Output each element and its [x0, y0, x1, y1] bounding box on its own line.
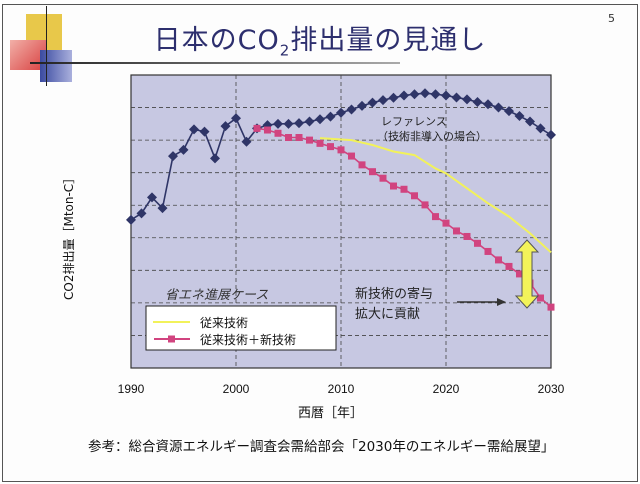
reference-point	[420, 88, 430, 99]
new-tech-point	[274, 129, 282, 137]
new-tech-point	[484, 247, 492, 255]
new-tech-point	[327, 143, 334, 151]
x-tick-label: 2020	[433, 382, 460, 396]
new-tech-point	[453, 227, 460, 235]
decoration-blue-square	[40, 50, 72, 82]
title-rule	[30, 62, 400, 64]
series-line-1	[319, 137, 552, 254]
new-tech-point	[358, 161, 366, 169]
new-tech-point	[495, 256, 502, 264]
new-tech-point	[348, 152, 355, 160]
new-tech-point	[505, 262, 513, 270]
reference-point	[504, 106, 514, 117]
new-tech-point	[516, 270, 523, 278]
new-tech-point	[253, 124, 261, 132]
reference-point	[378, 95, 388, 106]
page-number: 5	[608, 12, 615, 25]
reference-point	[430, 89, 441, 100]
new-tech-point	[379, 174, 387, 182]
new-tech-point	[463, 232, 471, 240]
reference-point	[283, 118, 294, 129]
contribution-label-2: 拡大に貢献	[355, 307, 421, 322]
new-tech-point	[400, 185, 408, 193]
reference-point	[493, 102, 504, 113]
reference-point	[399, 90, 409, 101]
page-title: 日本のCO2排出量の見通し	[153, 25, 487, 60]
new-tech-point	[264, 126, 271, 134]
reference-point	[178, 144, 189, 155]
reference-point	[514, 111, 525, 122]
double-arrow-icon	[514, 239, 540, 309]
x-tick-label: 1990	[118, 382, 145, 396]
new-tech-point	[421, 201, 429, 209]
reference-label-1: レファレンス	[381, 115, 447, 128]
reference-point	[525, 116, 535, 127]
contribution-label-1: 新技術の寄与	[355, 287, 434, 302]
reference-point	[210, 153, 220, 164]
new-tech-point	[295, 134, 303, 142]
reference-point	[367, 97, 378, 108]
reference-point	[147, 192, 157, 203]
reference-point	[546, 129, 556, 140]
reference-point	[294, 118, 304, 129]
new-tech-point	[432, 213, 439, 221]
new-tech-point	[390, 182, 397, 190]
new-tech-point	[442, 219, 450, 227]
reference-point	[346, 104, 357, 115]
reference-point	[451, 92, 462, 103]
new-tech-point	[316, 139, 324, 147]
new-tech-point	[474, 239, 481, 247]
legend-label: 従来技術＋新技術	[200, 332, 296, 347]
reference-point	[136, 208, 147, 219]
reference-point	[535, 123, 546, 134]
reference-point	[357, 100, 367, 111]
case-label: 省エネ進展ケース	[165, 288, 269, 303]
new-tech-point	[285, 134, 292, 142]
x-tick-label: 2010	[328, 382, 355, 396]
reference-label-2: （技術非導入の場合）	[377, 130, 487, 143]
reference-point	[315, 114, 325, 125]
reference-point	[157, 203, 168, 214]
new-tech-point	[306, 136, 313, 144]
reference-point	[336, 107, 346, 118]
new-tech-point	[547, 303, 555, 311]
legend-label: 従来技術	[200, 316, 248, 330]
reference-point	[409, 89, 420, 100]
x-tick-label: 2030	[538, 382, 565, 396]
new-tech-point	[337, 146, 345, 154]
reference-point	[483, 99, 493, 110]
y-axis-label: CO2排出量［Mton-C］	[62, 171, 76, 300]
x-axis-label: 西暦［年］	[298, 406, 364, 421]
reference-point	[189, 124, 199, 135]
legend-box	[145, 305, 337, 351]
reference-point	[168, 151, 178, 162]
new-tech-point	[411, 192, 418, 200]
x-tick-label: 2000	[223, 382, 250, 396]
decoration-vertical-line	[46, 6, 47, 86]
source-footnote: 参考：総合資源エネルギー調査会需給部会「2030年のエネルギー需給展望」	[88, 439, 555, 455]
reference-point	[325, 111, 336, 122]
new-tech-point	[369, 168, 376, 176]
reference-point	[304, 116, 315, 127]
legend-marker-new-tech	[168, 335, 175, 343]
reference-point	[199, 126, 210, 137]
reference-point	[126, 214, 136, 225]
reference-point	[273, 118, 283, 129]
reference-point	[388, 92, 399, 103]
reference-point	[472, 97, 483, 108]
reference-point	[231, 113, 241, 124]
reference-point	[462, 94, 472, 105]
reference-point	[241, 136, 252, 147]
new-tech-point	[537, 294, 544, 302]
arrow-head-icon	[497, 298, 506, 306]
reference-point	[220, 121, 231, 132]
reference-point	[441, 90, 451, 101]
